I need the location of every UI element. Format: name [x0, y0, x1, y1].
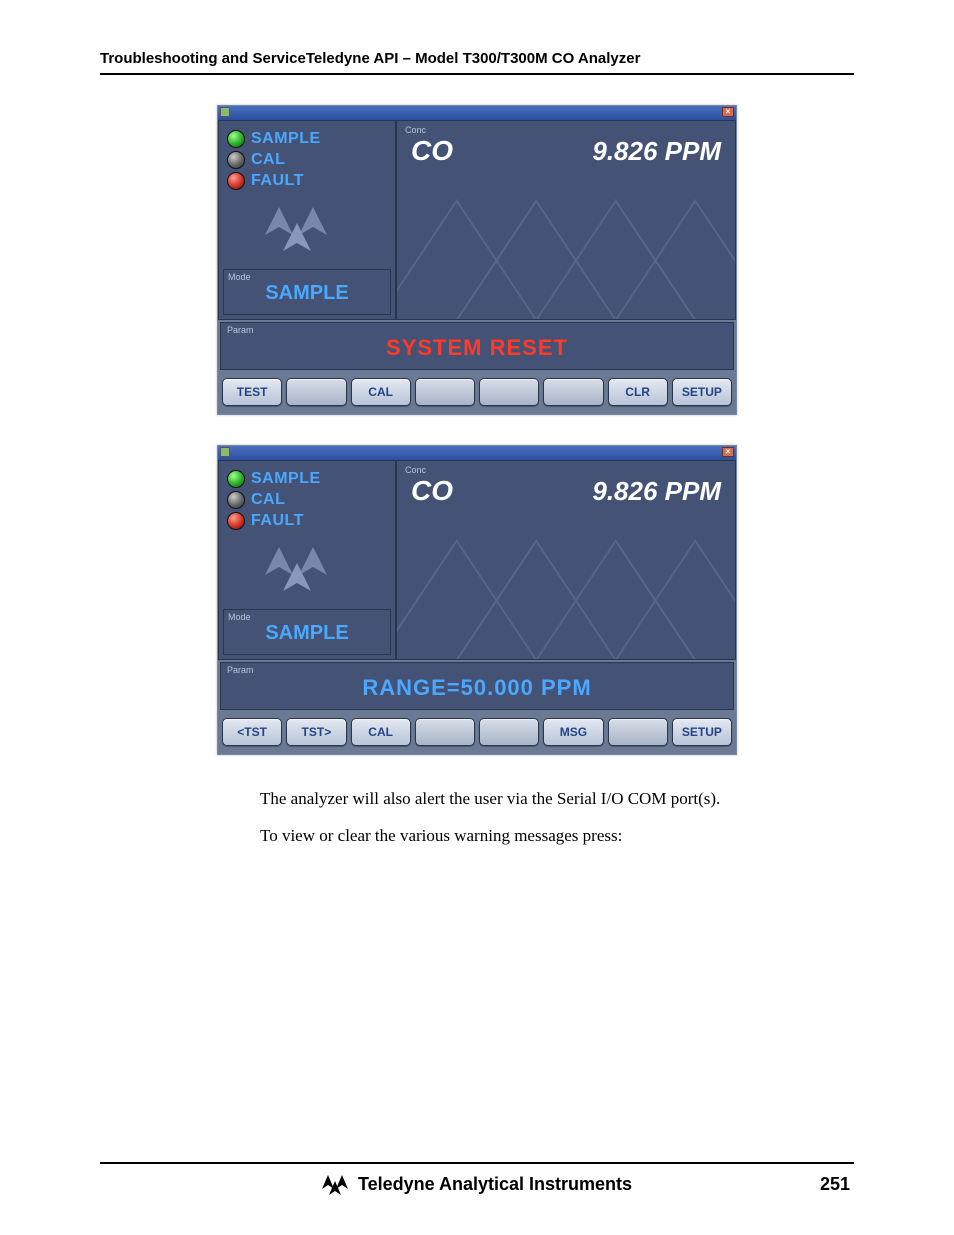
body-line-2: To view or clear the various warning mes… [260, 822, 780, 849]
status-row-fault: FAULT [227, 512, 387, 530]
status-row-sample: SAMPLE [227, 130, 387, 148]
status-panel: SAMPLE CAL FAULT Mode SAMPLE [218, 460, 396, 660]
setup-button[interactable]: SETUP [672, 378, 732, 406]
param-value: RANGE=50.000 PPM [227, 675, 727, 701]
param-value: SYSTEM RESET [227, 335, 727, 361]
clr-button[interactable]: CLR [608, 378, 668, 406]
mode-box: Mode SAMPLE [223, 269, 391, 315]
led-fault-icon [227, 512, 245, 530]
status-label: FAULT [251, 512, 304, 530]
led-sample-icon [227, 130, 245, 148]
blank-button[interactable] [415, 378, 475, 406]
close-icon[interactable]: × [722, 447, 734, 457]
status-label: CAL [251, 491, 285, 509]
analyzer-screen-1: × SAMPLE CAL FAULT [217, 105, 737, 415]
body-text: The analyzer will also alert the user vi… [260, 785, 780, 849]
status-label: SAMPLE [251, 130, 321, 148]
gas-label: CO [411, 135, 453, 167]
window-titlebar: × [218, 106, 736, 120]
blank-button[interactable] [543, 378, 603, 406]
teledyne-logo-icon [265, 547, 329, 591]
mode-value: SAMPLE [228, 622, 386, 645]
conc-caption: Conc [405, 465, 727, 475]
concentration-panel: Conc CO 9.826 PPM [396, 460, 736, 660]
mode-box: Mode SAMPLE [223, 609, 391, 655]
window-icon [220, 447, 230, 457]
mode-caption: Mode [228, 272, 386, 282]
page-footer: Teledyne Analytical Instruments 251 [100, 1162, 854, 1195]
blank-button[interactable] [608, 718, 668, 746]
button-row: TEST CAL CLR SETUP [218, 372, 736, 414]
teledyne-logo-icon [265, 207, 329, 251]
tst-prev-button[interactable]: <TST [222, 718, 282, 746]
led-cal-icon [227, 491, 245, 509]
gas-label: CO [411, 475, 453, 507]
conc-caption: Conc [405, 125, 727, 135]
led-sample-icon [227, 470, 245, 488]
status-row-fault: FAULT [227, 172, 387, 190]
blank-button[interactable] [479, 378, 539, 406]
setup-button[interactable]: SETUP [672, 718, 732, 746]
status-row-cal: CAL [227, 151, 387, 169]
status-panel: SAMPLE CAL FAULT Mode SAMPLE [218, 120, 396, 320]
footer-logo-icon [322, 1175, 350, 1195]
button-row: <TST TST> CAL MSG SETUP [218, 712, 736, 754]
footer-text: Teledyne Analytical Instruments [358, 1174, 632, 1195]
body-line-1: The analyzer will also alert the user vi… [260, 785, 780, 812]
screenshots-container: × SAMPLE CAL FAULT [217, 105, 737, 755]
concentration-panel: Conc CO 9.826 PPM [396, 120, 736, 320]
status-label: CAL [251, 151, 285, 169]
page-header: Troubleshooting and ServiceTeledyne API … [100, 50, 854, 75]
status-label: FAULT [251, 172, 304, 190]
status-row-cal: CAL [227, 491, 387, 509]
tst-next-button[interactable]: TST> [286, 718, 346, 746]
test-button[interactable]: TEST [222, 378, 282, 406]
cal-button[interactable]: CAL [351, 378, 411, 406]
analyzer-screen-2: × SAMPLE CAL FAULT [217, 445, 737, 755]
param-box: Param SYSTEM RESET [220, 322, 734, 370]
chart-background-icon [397, 171, 735, 320]
status-label: SAMPLE [251, 470, 321, 488]
concentration-reading: 9.826 PPM [592, 476, 721, 507]
param-box: Param RANGE=50.000 PPM [220, 662, 734, 710]
led-cal-icon [227, 151, 245, 169]
mode-caption: Mode [228, 612, 386, 622]
param-caption: Param [227, 325, 727, 335]
msg-button[interactable]: MSG [543, 718, 603, 746]
status-row-sample: SAMPLE [227, 470, 387, 488]
cal-button[interactable]: CAL [351, 718, 411, 746]
chart-background-icon [397, 511, 735, 660]
window-titlebar: × [218, 446, 736, 460]
close-icon[interactable]: × [722, 107, 734, 117]
blank-button[interactable] [286, 378, 346, 406]
blank-button[interactable] [479, 718, 539, 746]
window-icon [220, 107, 230, 117]
blank-button[interactable] [415, 718, 475, 746]
concentration-reading: 9.826 PPM [592, 136, 721, 167]
param-caption: Param [227, 665, 727, 675]
mode-value: SAMPLE [228, 282, 386, 305]
page-number: 251 [820, 1174, 850, 1195]
led-fault-icon [227, 172, 245, 190]
